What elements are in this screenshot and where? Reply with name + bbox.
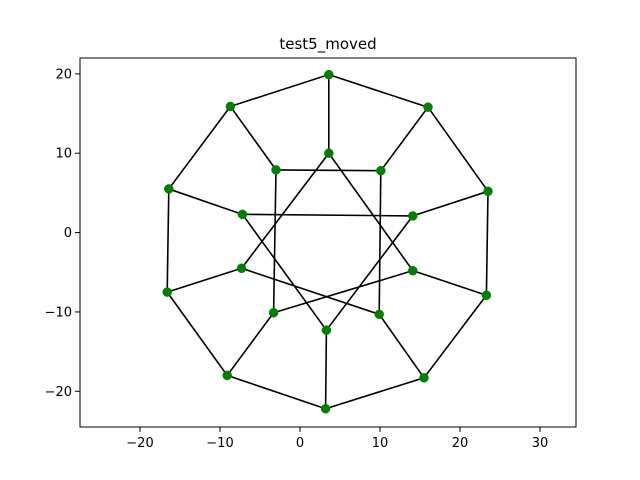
graph-edge [380, 106, 429, 172]
graph-edge [378, 170, 382, 315]
graph-edge [328, 73, 429, 108]
graph-node [408, 211, 418, 221]
nodes-layer [162, 69, 493, 414]
axes-frame [79, 57, 577, 428]
y-tick-label: −10 [45, 305, 72, 320]
graph-node [376, 165, 386, 176]
graph-node [225, 101, 236, 112]
graph-edge [166, 188, 170, 293]
graph-edge [240, 152, 330, 269]
y-tick-label: 10 [55, 147, 72, 162]
graph-edge [166, 267, 242, 293]
y-axis: −20 −10 0 10 20 [45, 67, 80, 400]
graph-node [408, 265, 418, 276]
graph-node [321, 325, 332, 335]
graph-edge [168, 105, 232, 190]
graph-node [324, 148, 334, 158]
graph-edge [230, 73, 330, 108]
y-tick-label: −20 [45, 385, 72, 400]
graph-edge [412, 269, 487, 297]
graph-edge [226, 374, 326, 410]
graph-node [483, 186, 493, 197]
graph-edge [226, 312, 275, 376]
graph-edge [423, 294, 488, 379]
graph-edge [378, 313, 425, 379]
graph-edge [241, 267, 380, 316]
y-tick-label: 0 [64, 226, 72, 241]
graph-edge [273, 269, 414, 314]
graph-node [164, 184, 174, 194]
graph-node [271, 165, 281, 175]
graph-node [320, 403, 331, 414]
x-tick-label: 0 [296, 436, 304, 451]
x-tick-label: −20 [126, 436, 153, 451]
graph-edge [275, 169, 381, 172]
graph-edge [412, 190, 489, 217]
y-tick-label: 20 [55, 67, 72, 82]
graph-edge [324, 330, 328, 409]
graph-node [236, 263, 247, 274]
graph-edge [168, 188, 243, 216]
chart-title: test5_moved [279, 35, 376, 54]
x-tick-label: 20 [452, 436, 469, 451]
graph-node [481, 290, 492, 301]
x-tick-label: 30 [532, 436, 549, 451]
graph-node [222, 370, 232, 381]
x-tick-label: 10 [372, 436, 389, 451]
x-tick-label: −10 [206, 436, 233, 451]
graph-edge [485, 191, 489, 296]
graph-edge [325, 377, 425, 410]
graph-edge [272, 169, 277, 313]
graph-edge [242, 213, 413, 217]
graph-node [237, 209, 248, 220]
graph-node [162, 287, 172, 297]
x-axis: −20 −10 0 10 20 30 [126, 427, 548, 451]
graph-edge [427, 106, 489, 192]
graph-edge [325, 215, 414, 331]
graph-node [423, 102, 433, 112]
edges-layer [166, 73, 489, 410]
graph-node [324, 69, 334, 80]
graph-edge [328, 152, 414, 272]
graph-edge [166, 291, 228, 376]
graph-node [268, 307, 279, 318]
graph-edge [229, 105, 277, 171]
graph-edge [241, 213, 328, 331]
graph-node [419, 373, 429, 383]
graph-node [374, 309, 384, 320]
